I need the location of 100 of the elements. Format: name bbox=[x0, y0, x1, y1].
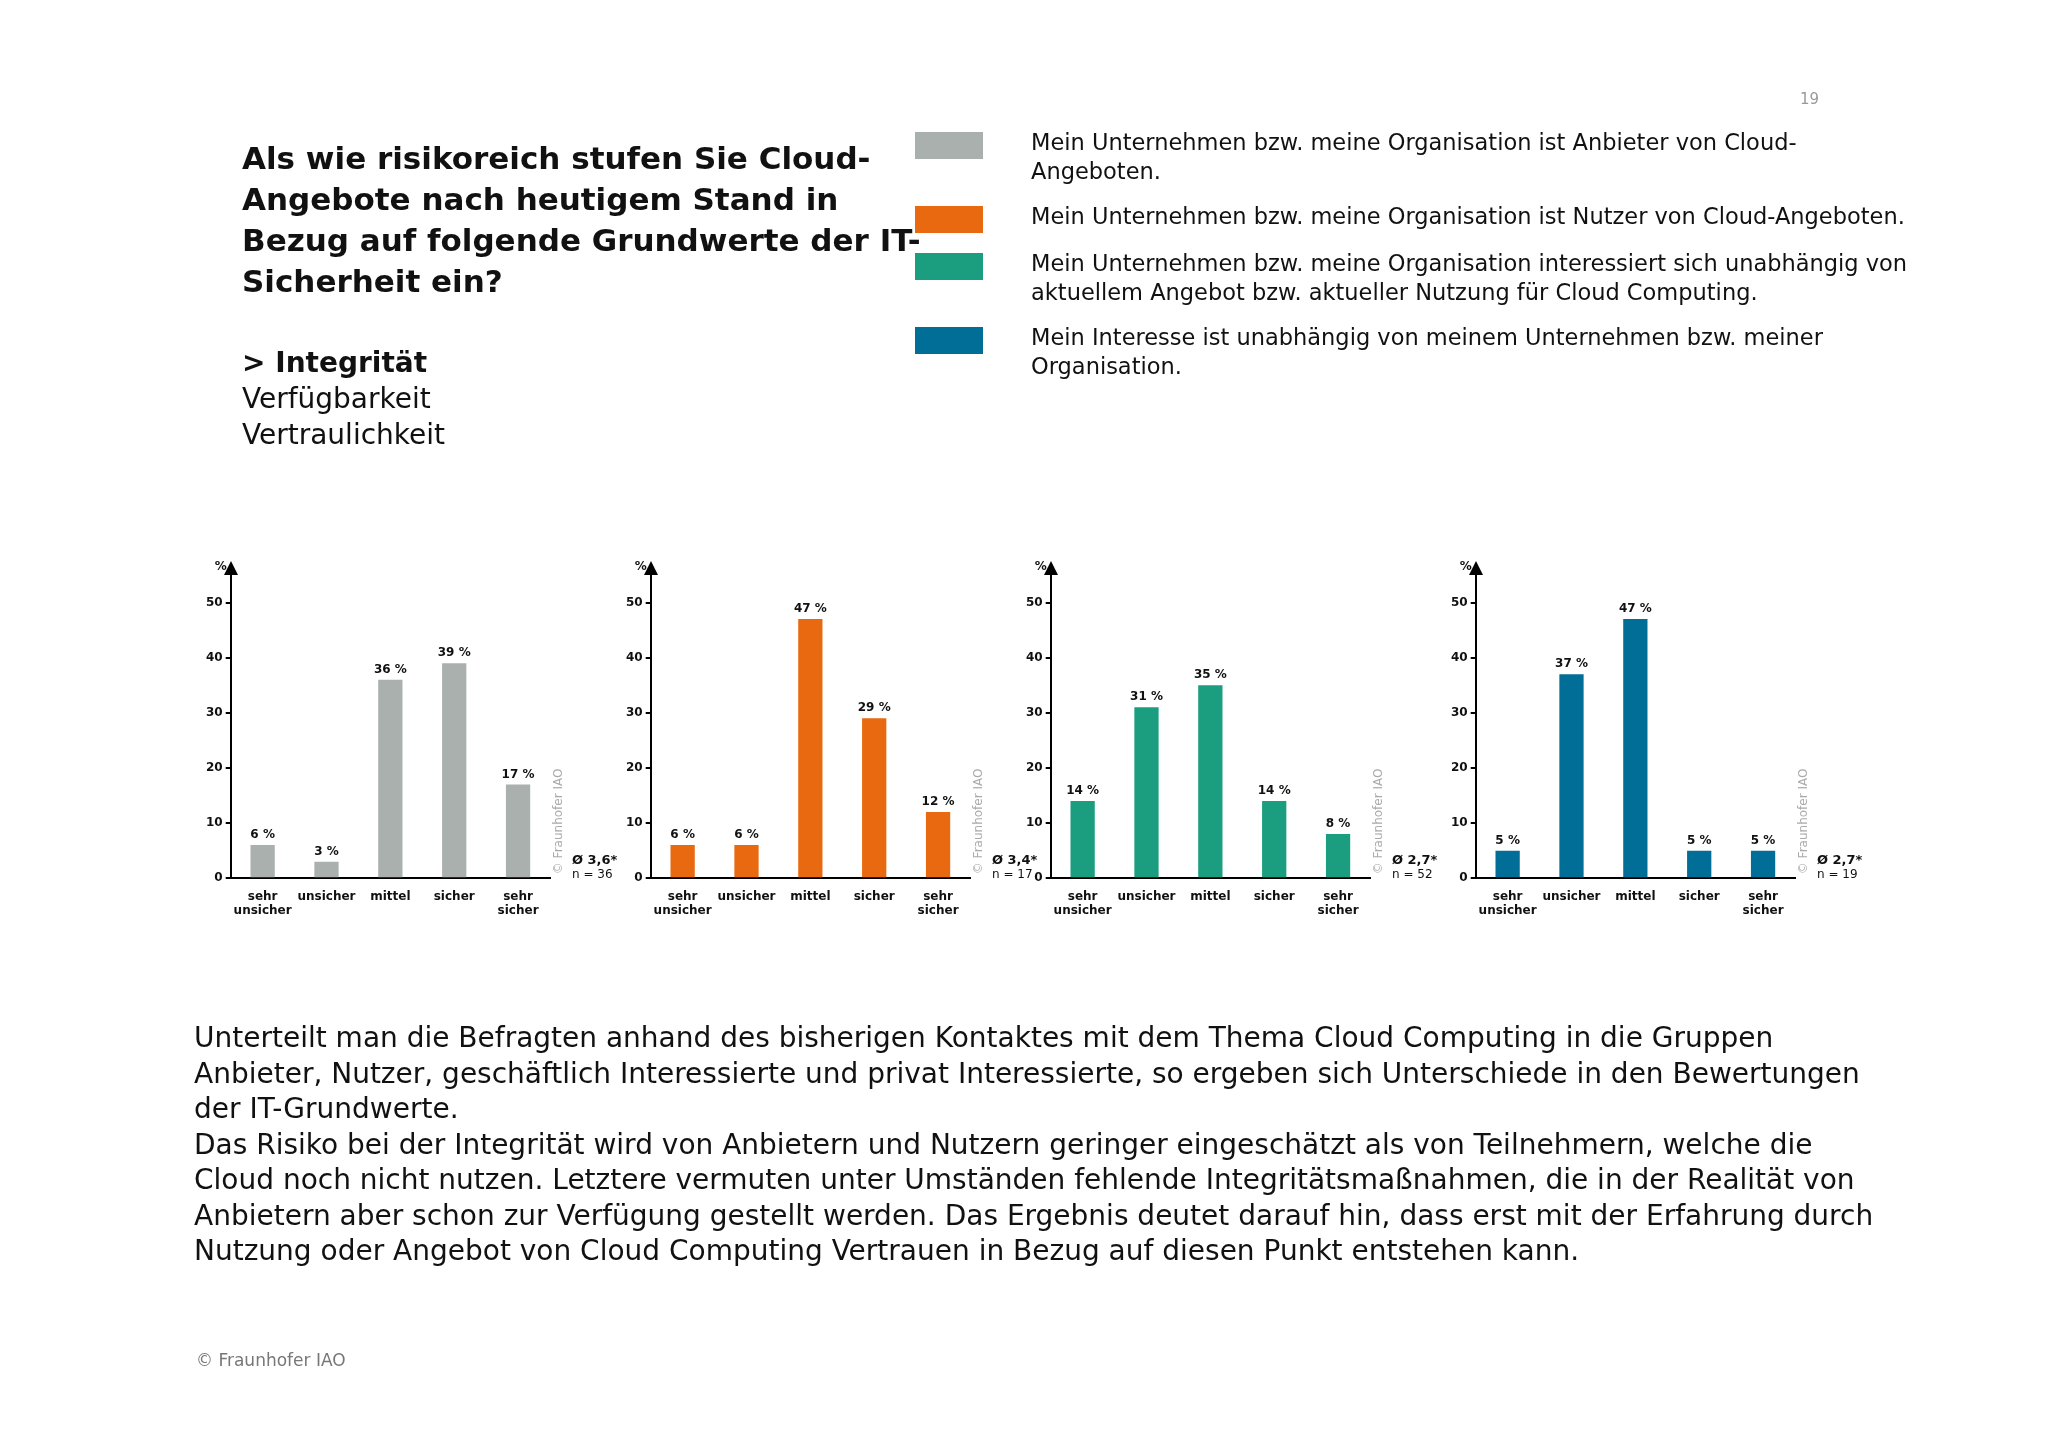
text: Als wie risikoreich stufen Sie Cloud-Angebote nach heutigem Stand in Bezug auf folgende Grundwerte der IT-Sicherheit ein? bbox=[242, 139, 922, 301]
data-label: 8 % bbox=[1325, 816, 1351, 831]
text: n = 52 bbox=[1392, 867, 1433, 882]
bar bbox=[1070, 801, 1095, 878]
y-tick-label: 40 bbox=[1026, 649, 1043, 664]
bar bbox=[250, 845, 275, 878]
annotation: © Fraunhofer IAO bbox=[1371, 768, 1385, 875]
annotation: © Fraunhofer IAO bbox=[971, 768, 985, 875]
text: Vertraulichkeit bbox=[242, 417, 446, 453]
text: n = 17 bbox=[992, 867, 1033, 882]
bar bbox=[1559, 674, 1584, 878]
y-tick-label: 30 bbox=[1451, 704, 1468, 719]
bar bbox=[314, 861, 339, 878]
bar bbox=[798, 619, 823, 878]
x-tick-label: sehr unsicher bbox=[233, 888, 292, 917]
data-label: 14 % bbox=[1257, 783, 1291, 798]
y-tick-label: 30 bbox=[206, 704, 223, 719]
text: Unterteilt man die Befragten anhand des bisherigen Kontaktes mit dem Thema Cloud Computing in die Gruppen Anbieter, Nutzer, geschäftlich Interessierte und privat Interessierte, so ergeben sich Unterschiede in den Bewertungen der IT-Grundwerte. bbox=[194, 1020, 1861, 1127]
annotation: © Fraunhofer IAO bbox=[551, 768, 565, 875]
x-tick-label: sicher bbox=[1253, 888, 1295, 903]
y-axis-title: % bbox=[634, 559, 647, 574]
x-tick-label: sehr unsicher bbox=[1053, 888, 1112, 917]
y-tick-label: 40 bbox=[1451, 649, 1468, 664]
y-tick-label: 10 bbox=[1451, 815, 1468, 830]
data-label: 6 % bbox=[670, 827, 695, 842]
data-label: 36 % bbox=[373, 661, 407, 676]
bar bbox=[734, 845, 759, 878]
x-tick-label: mittel bbox=[1190, 888, 1231, 903]
data-label: 35 % bbox=[1193, 667, 1227, 682]
data-label: 47 % bbox=[1618, 601, 1652, 616]
bar bbox=[505, 784, 531, 878]
y-tick-label: 0 bbox=[214, 870, 223, 885]
annotation: © Fraunhofer IAO bbox=[1796, 768, 1810, 875]
x-tick-label: mittel bbox=[370, 888, 411, 903]
x-tick-label: unsicher bbox=[717, 888, 776, 903]
x-tick-label: sehr sicher bbox=[497, 888, 539, 917]
text: Das Risiko bei der Integrität wird von Anbietern und Nutzern geringer eingeschätzt als von Teilnehmern, welche die Cloud noch nicht nutzen. Letztere vermuten unter Umständen fehlende Integritätsmaßnahmen, die in der Realität von Anbietern aber schon zur Verfügung gestellt werden. Das Ergebnis deutet darauf hin, dass erst mit der Erfahrung durch Nutzung oder Angebot von Cloud Computing Vertrauen in Bezug auf diesen Punkt entstehen kann. bbox=[194, 1126, 1874, 1269]
legend-label: Mein Interesse ist unabhängig von meinem Unternehmen bzw. meiner Organisation. bbox=[1031, 323, 1824, 381]
data-label: 5 % bbox=[1495, 832, 1520, 847]
data-label: 17 % bbox=[501, 766, 535, 781]
text: Ø 3,6* bbox=[572, 852, 618, 868]
y-tick-label: 50 bbox=[1451, 594, 1468, 609]
bar bbox=[925, 812, 951, 878]
y-tick-label: 10 bbox=[626, 815, 643, 830]
x-tick-label: unsicher bbox=[297, 888, 356, 903]
data-label: 12 % bbox=[921, 794, 955, 809]
y-tick-label: 50 bbox=[1026, 594, 1043, 609]
y-tick-label: 40 bbox=[626, 649, 643, 664]
bar bbox=[670, 845, 695, 878]
legend-label: Mein Unternehmen bzw. meine Organisation ist Anbieter von Cloud-Angeboten. bbox=[1031, 128, 1798, 186]
y-tick-label: 10 bbox=[1026, 815, 1043, 830]
y-tick-label: 0 bbox=[1459, 870, 1468, 885]
text: 19 bbox=[1800, 90, 1820, 108]
data-label: 14 % bbox=[1066, 783, 1100, 798]
y-tick-label: 20 bbox=[206, 760, 223, 775]
text: Ø 3,4* bbox=[992, 852, 1038, 868]
x-tick-label: sicher bbox=[433, 888, 475, 903]
x-tick-label: mittel bbox=[1615, 888, 1656, 903]
data-label: 5 % bbox=[1750, 832, 1776, 847]
y-tick-label: 10 bbox=[206, 815, 223, 830]
bar bbox=[1623, 619, 1648, 878]
data-label: 31 % bbox=[1130, 689, 1163, 704]
y-axis-title: % bbox=[1459, 559, 1472, 574]
y-tick-label: 20 bbox=[1451, 760, 1468, 775]
text: n = 36 bbox=[572, 867, 613, 882]
data-label: 37 % bbox=[1555, 656, 1588, 671]
bar bbox=[1134, 707, 1159, 878]
text: n = 19 bbox=[1817, 867, 1858, 882]
data-label: 39 % bbox=[437, 645, 471, 660]
legend-label: Mein Unternehmen bzw. meine Organisation ist Nutzer von Cloud-Angeboten. bbox=[1031, 202, 1905, 231]
y-tick-label: 20 bbox=[626, 760, 643, 775]
bar bbox=[1262, 801, 1287, 878]
x-tick-label: sehr sicher bbox=[1742, 888, 1784, 917]
data-label: 29 % bbox=[857, 700, 891, 715]
y-axis-title: % bbox=[1034, 559, 1047, 574]
data-label: 5 % bbox=[1686, 832, 1712, 847]
y-axis-title: % bbox=[214, 559, 227, 574]
data-label: 47 % bbox=[793, 601, 827, 616]
text: Ø 2,7* bbox=[1817, 852, 1863, 868]
y-tick-label: 30 bbox=[1026, 704, 1043, 719]
data-label: 6 % bbox=[734, 827, 759, 842]
x-tick-label: sicher bbox=[853, 888, 895, 903]
x-tick-label: sehr sicher bbox=[917, 888, 959, 917]
bar bbox=[1687, 850, 1712, 878]
bar bbox=[1325, 834, 1351, 878]
y-tick-label: 0 bbox=[1034, 870, 1043, 885]
text: © Fraunhofer IAO bbox=[196, 1350, 346, 1370]
bar bbox=[862, 718, 887, 878]
x-tick-label: sicher bbox=[1678, 888, 1720, 903]
x-tick-label: unsicher bbox=[1117, 888, 1176, 903]
x-tick-label: unsicher bbox=[1542, 888, 1601, 903]
text: Ø 2,7* bbox=[1392, 852, 1438, 868]
y-tick-label: 0 bbox=[634, 870, 643, 885]
y-tick-label: 30 bbox=[626, 704, 643, 719]
bar bbox=[442, 663, 467, 878]
data-label: 6 % bbox=[250, 827, 275, 842]
legend-label: Mein Unternehmen bzw. meine Organisation interessiert sich unabhängig von aktuellem Angebot bzw. aktueller Nutzung für Cloud Computing. bbox=[1031, 249, 1909, 307]
data-label: 3 % bbox=[314, 843, 339, 858]
bar bbox=[1495, 850, 1520, 878]
y-tick-label: 50 bbox=[626, 594, 643, 609]
